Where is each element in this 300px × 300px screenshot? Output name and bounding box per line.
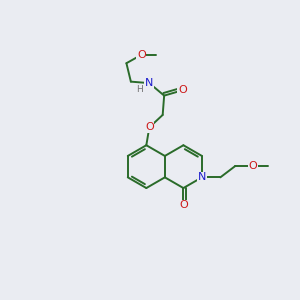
Text: O: O bbox=[249, 161, 257, 171]
Text: N: N bbox=[145, 78, 154, 88]
Text: H: H bbox=[136, 85, 143, 94]
Text: O: O bbox=[179, 200, 188, 210]
Text: O: O bbox=[145, 122, 154, 132]
Text: O: O bbox=[178, 85, 187, 95]
Text: O: O bbox=[137, 50, 146, 60]
Text: N: N bbox=[198, 172, 206, 182]
